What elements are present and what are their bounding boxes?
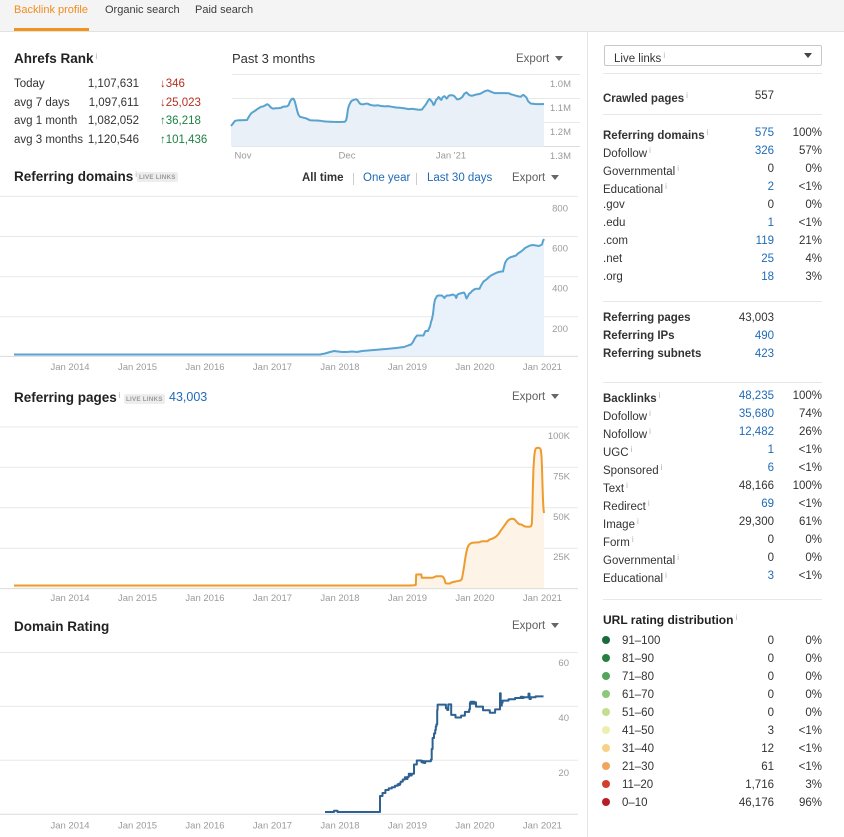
svg-text:Jan 2020: Jan 2020	[455, 821, 494, 832]
svg-text:1.0M: 1.0M	[550, 79, 571, 90]
svg-text:Jan 2015: Jan 2015	[118, 593, 157, 604]
svg-text:Jan 2018: Jan 2018	[320, 821, 359, 832]
svg-text:Jan 2014: Jan 2014	[50, 821, 89, 832]
svg-text:Jan 2019: Jan 2019	[388, 593, 427, 604]
svg-text:Jan '21: Jan '21	[436, 151, 466, 162]
svg-text:40: 40	[558, 713, 569, 724]
svg-text:Jan 2021: Jan 2021	[523, 821, 562, 832]
svg-text:Jan 2016: Jan 2016	[185, 362, 224, 373]
svg-text:1.3M: 1.3M	[550, 151, 571, 162]
svg-text:Nov: Nov	[235, 151, 252, 162]
svg-text:Jan 2017: Jan 2017	[253, 593, 292, 604]
svg-text:20: 20	[558, 768, 569, 779]
svg-text:1.1M: 1.1M	[550, 103, 571, 114]
svg-text:200: 200	[552, 324, 568, 335]
svg-text:Jan 2015: Jan 2015	[118, 821, 157, 832]
svg-text:800: 800	[552, 204, 568, 215]
svg-text:Jan 2020: Jan 2020	[455, 362, 494, 373]
svg-text:Jan 2014: Jan 2014	[50, 593, 89, 604]
svg-text:Jan 2021: Jan 2021	[523, 362, 562, 373]
svg-text:1.2M: 1.2M	[550, 127, 571, 138]
svg-text:100K: 100K	[548, 431, 571, 442]
svg-text:75K: 75K	[553, 471, 571, 482]
svg-text:400: 400	[552, 284, 568, 295]
svg-text:Jan 2018: Jan 2018	[320, 362, 359, 373]
svg-text:Jan 2017: Jan 2017	[253, 362, 292, 373]
svg-text:Jan 2016: Jan 2016	[185, 593, 224, 604]
svg-text:Jan 2017: Jan 2017	[253, 821, 292, 832]
svg-text:60: 60	[558, 658, 569, 669]
svg-text:Jan 2016: Jan 2016	[185, 821, 224, 832]
svg-text:Jan 2020: Jan 2020	[455, 593, 494, 604]
svg-text:50K: 50K	[553, 512, 571, 523]
svg-text:25K: 25K	[553, 552, 571, 563]
svg-text:Jan 2015: Jan 2015	[118, 362, 157, 373]
svg-text:Jan 2018: Jan 2018	[320, 593, 359, 604]
svg-text:Jan 2019: Jan 2019	[388, 821, 427, 832]
svg-text:Jan 2021: Jan 2021	[523, 593, 562, 604]
svg-text:600: 600	[552, 244, 568, 255]
svg-text:Jan 2019: Jan 2019	[388, 362, 427, 373]
svg-text:Jan 2014: Jan 2014	[50, 362, 89, 373]
svg-text:Dec: Dec	[339, 151, 356, 162]
